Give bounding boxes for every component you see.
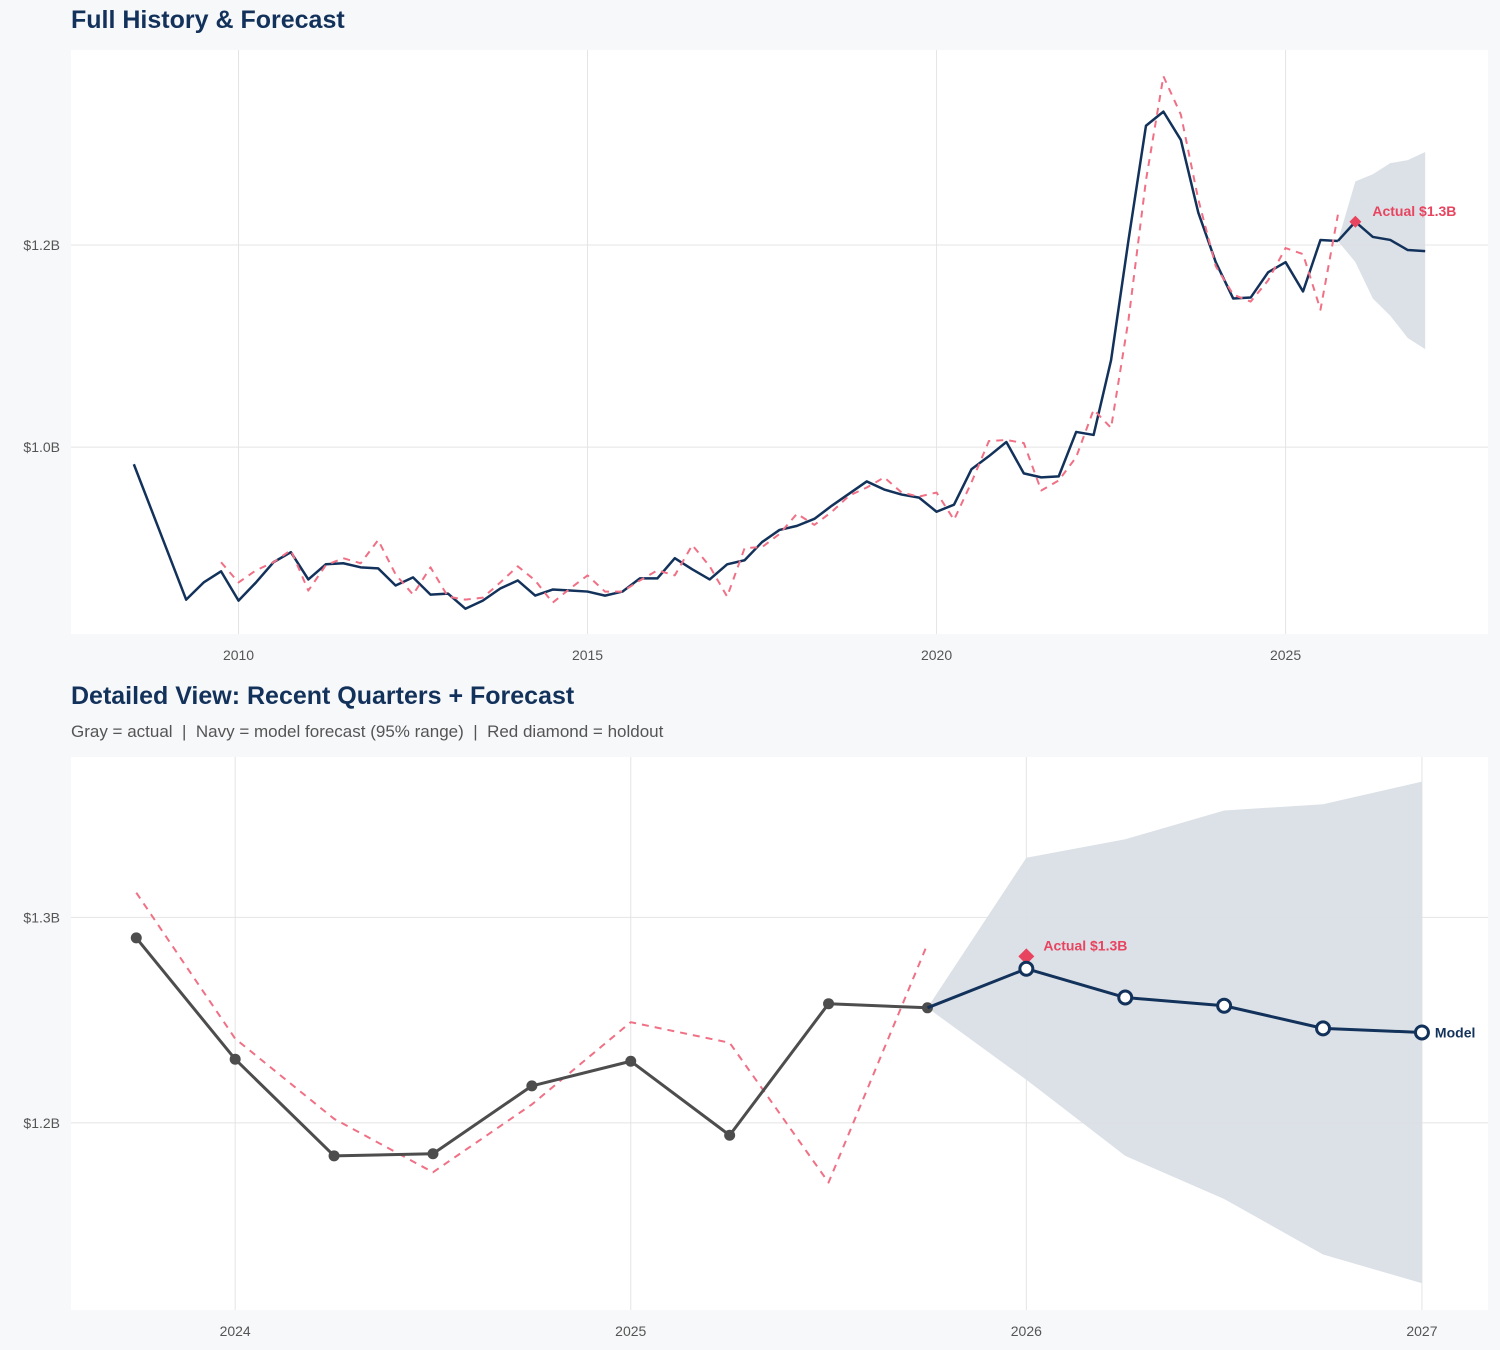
holdout-diamond bbox=[1349, 215, 1362, 228]
x-tick-label: 2025 bbox=[615, 1323, 646, 1339]
forecast-point bbox=[1018, 960, 1035, 977]
forecast-point bbox=[1315, 1020, 1332, 1037]
fitted-series-line bbox=[135, 892, 929, 1184]
bottom-chart-subtitle: Gray = actual | Navy = model forecast (9… bbox=[71, 722, 664, 741]
x-tick-label: 2024 bbox=[220, 1323, 251, 1339]
y-tick-label: $1.2B bbox=[23, 1115, 60, 1131]
forecast-point bbox=[1413, 1024, 1430, 1041]
actual-point bbox=[328, 1150, 340, 1162]
holdout-annotation: Actual $1.3B bbox=[1043, 937, 1127, 953]
holdout-annotation: Actual $1.3B bbox=[1372, 203, 1456, 219]
x-tick-label: 2025 bbox=[1270, 647, 1301, 663]
top-chart-title: Full History & Forecast bbox=[71, 6, 345, 34]
x-tick-label: 2010 bbox=[223, 647, 254, 663]
forecast-point bbox=[1117, 989, 1134, 1006]
forecast-series-line bbox=[926, 967, 1422, 1034]
actual-point bbox=[427, 1148, 439, 1160]
actual-point bbox=[625, 1055, 637, 1067]
actual-point bbox=[526, 1080, 538, 1092]
y-tick-label: $1.0B bbox=[23, 439, 60, 455]
forecast-95-band bbox=[927, 781, 1422, 1284]
x-tick-label: 2027 bbox=[1406, 1323, 1437, 1339]
holdout-diamond bbox=[1018, 948, 1035, 965]
y-tick-label: $1.2B bbox=[23, 237, 60, 253]
forecast-series-line bbox=[1336, 220, 1426, 253]
actual-series-line bbox=[132, 110, 1338, 610]
actual-point bbox=[130, 932, 142, 944]
x-tick-label: 2026 bbox=[1011, 1323, 1042, 1339]
actual-point bbox=[724, 1129, 736, 1141]
y-tick-label: $1.3B bbox=[23, 909, 60, 925]
model-end-label: Model bbox=[1435, 1024, 1475, 1040]
actual-point bbox=[229, 1053, 241, 1065]
plot-area bbox=[71, 50, 1488, 634]
bottom-chart-title: Detailed View: Recent Quarters + Forecas… bbox=[71, 682, 575, 710]
full-history-chart: 2010 2015 2020 2025 $1.0B $1.2B Actual $1.3B bbox=[23, 50, 1488, 663]
x-tick-label: 2015 bbox=[572, 647, 603, 663]
actual-point bbox=[823, 998, 835, 1010]
forecast-point bbox=[1216, 997, 1233, 1014]
x-tick-label: 2020 bbox=[921, 647, 952, 663]
forecast-95-band bbox=[1337, 152, 1426, 350]
